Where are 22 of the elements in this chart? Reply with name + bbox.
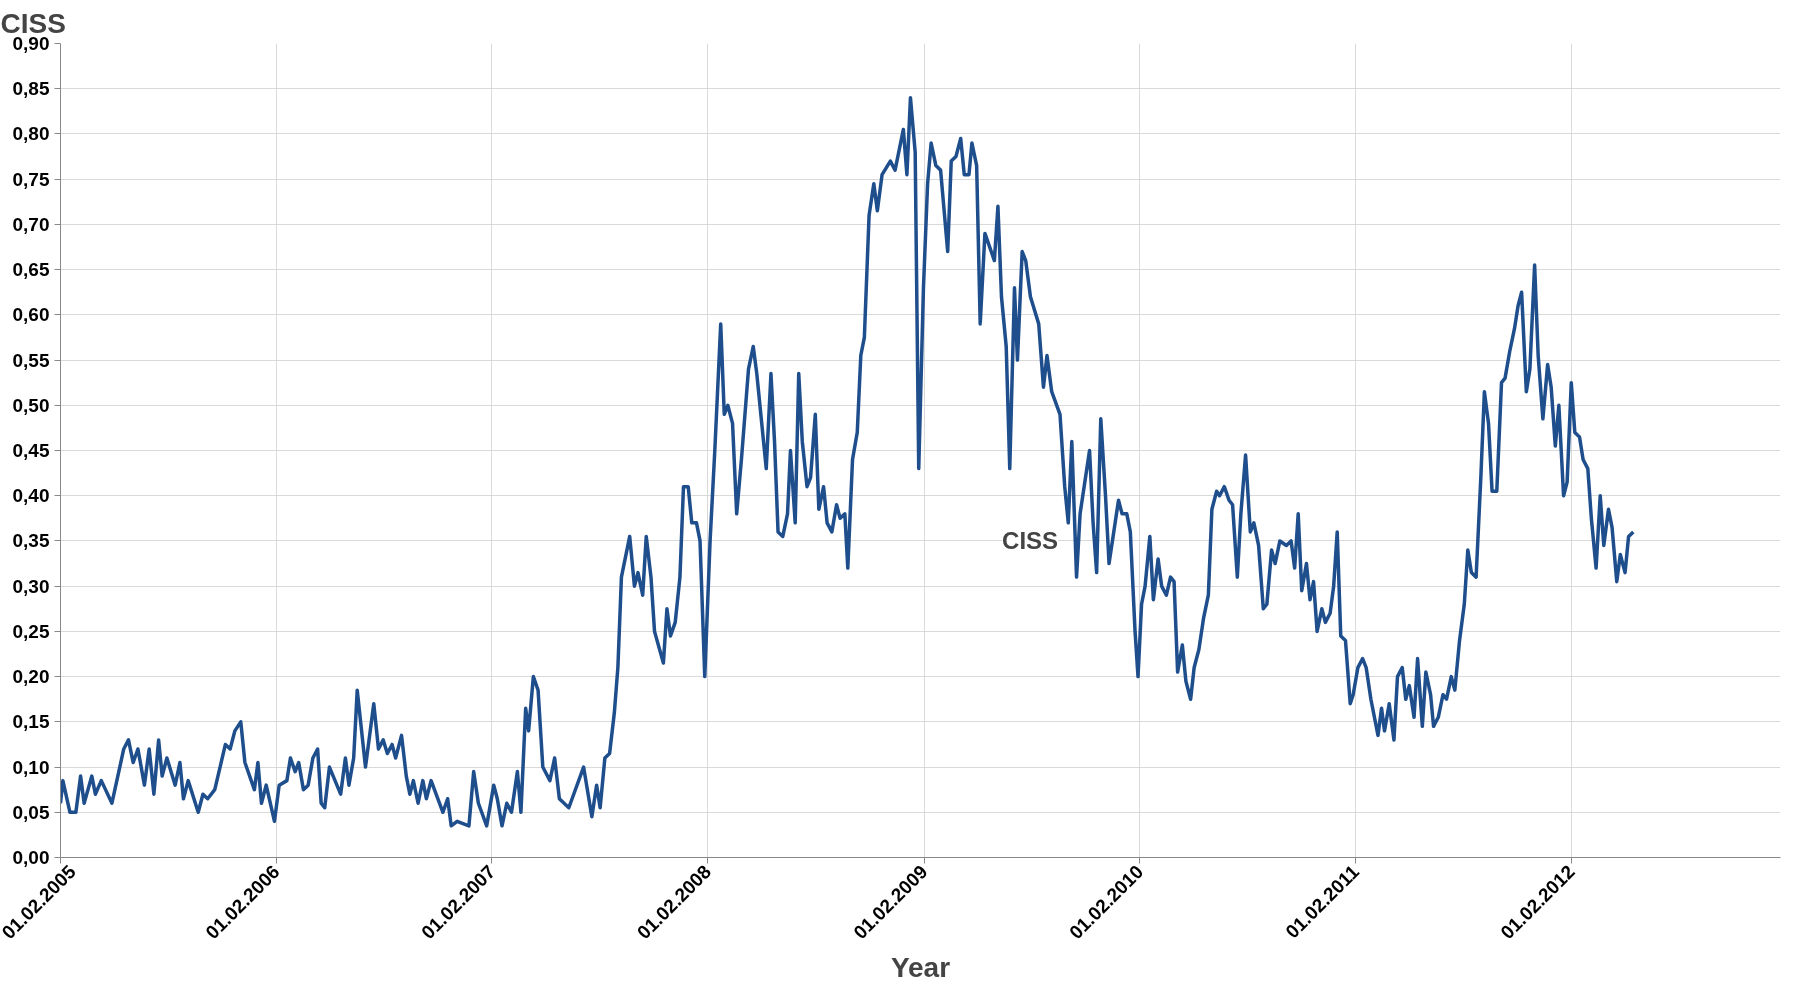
y-tick-label: 0,35: [12, 530, 50, 552]
y-tick-label: 0,15: [12, 711, 50, 733]
y-tick-label: 0,45: [12, 440, 50, 461]
y-tick-label: 0,50: [12, 394, 50, 416]
y-tick-label: 0,90: [12, 33, 50, 54]
y-tick-label: 0,40: [12, 485, 50, 507]
y-tick-label: 0,80: [12, 123, 50, 145]
y-tick-label: 0,55: [12, 349, 50, 371]
y-tick-label: 0,75: [12, 168, 50, 190]
y-tick-label: 0,65: [12, 259, 50, 281]
y-tick-label: 0,25: [12, 620, 50, 642]
annotation: CISS: [1002, 526, 1059, 554]
y-tick-label: 0,30: [12, 575, 50, 597]
y-tick-label: 0,10: [12, 756, 50, 778]
y-tick-label: 0,85: [12, 78, 50, 100]
line-series: [60, 96, 1636, 828]
y-tick-label: 0,70: [12, 213, 50, 235]
y-tick-label: 0,00: [12, 847, 50, 868]
y-tick-label: 0,05: [12, 801, 50, 823]
y-tick-label: 0,60: [12, 304, 50, 326]
x-axis-title: Year: [890, 951, 951, 983]
y-tick-label: 0,20: [12, 666, 50, 688]
